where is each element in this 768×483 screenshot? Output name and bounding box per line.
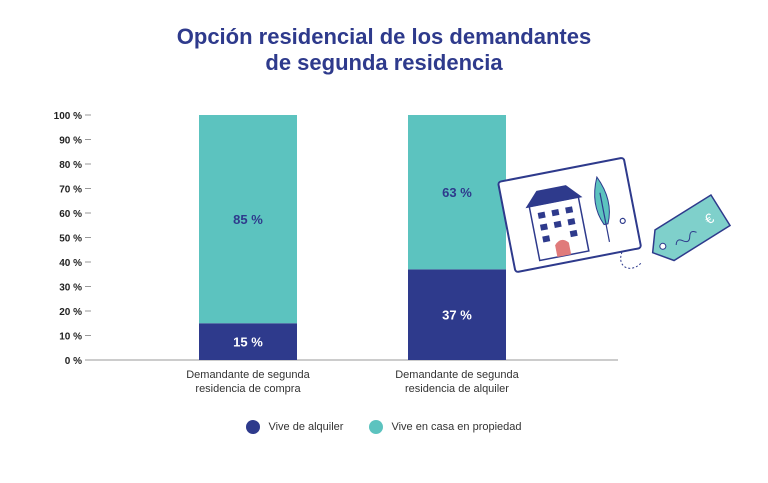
y-tick-label: 100 % — [54, 111, 82, 122]
bar-segment — [408, 269, 506, 360]
x-category-label: Demandante de segunda residencia de compr… — [186, 369, 310, 395]
bar-segment — [199, 323, 297, 360]
legend-swatch-propiedad — [369, 420, 384, 434]
chart-title: Opción residencial de los demandantes de… — [0, 24, 768, 76]
data-label: 63 % — [442, 185, 472, 200]
x-category-label: Demandante de segunda residencia de alqui… — [395, 369, 519, 395]
data-label: 85 % — [233, 212, 263, 227]
x-category-label-line: Demandante de segunda — [186, 369, 310, 381]
legend-label-alquiler: Vive de alquiler — [268, 421, 344, 433]
x-category-label-line: Demandante de segunda — [395, 369, 519, 381]
bar-segment — [408, 115, 506, 270]
legend-item-alquiler: Vive de alquiler — [246, 420, 343, 434]
legend-label-propiedad: Vive en casa en propiedad — [391, 421, 522, 433]
y-tick-label: 0 % — [65, 356, 82, 367]
chart-title-line-1: Opción residencial de los demandantes — [176, 24, 592, 49]
x-axis-labels: Demandante de segunda residencia de compr… — [186, 369, 519, 395]
legend: Vive de alquiler Vive en casa en propied… — [0, 420, 768, 434]
chart-title-line-2: de segunda residencia — [265, 50, 503, 75]
legend-swatch-alquiler — [246, 420, 261, 434]
y-axis: 0 % 10 % 20 % 30 % 40 % 50 % 60 % 70 % 80 % 90 % 1… — [54, 111, 618, 367]
y-tick-label: 50 % — [59, 234, 82, 245]
y-tick-label: 10 % — [59, 332, 82, 343]
legend-item-propiedad: Vive en casa en propiedad — [369, 420, 522, 434]
y-tick-label: 30 % — [59, 283, 82, 294]
house-for-rent-price-tag-icon: € — [497, 157, 732, 273]
data-label: 37 % — [442, 308, 472, 323]
y-tick-label: 20 % — [59, 307, 82, 318]
bar-segment — [199, 115, 297, 324]
y-tick-label: 60 % — [59, 209, 82, 220]
y-tick-label: 80 % — [59, 160, 82, 171]
y-tick-label: 70 % — [59, 185, 82, 196]
x-category-label-line: residencia de alquiler — [405, 383, 509, 395]
y-tick-label: 40 % — [59, 258, 82, 269]
bars: 15 % 85 % 37 % 63 % — [199, 115, 506, 360]
y-tick-label: 90 % — [59, 136, 82, 147]
x-category-label-line: residencia de compra — [195, 383, 301, 395]
data-label: 15 % — [233, 335, 263, 350]
